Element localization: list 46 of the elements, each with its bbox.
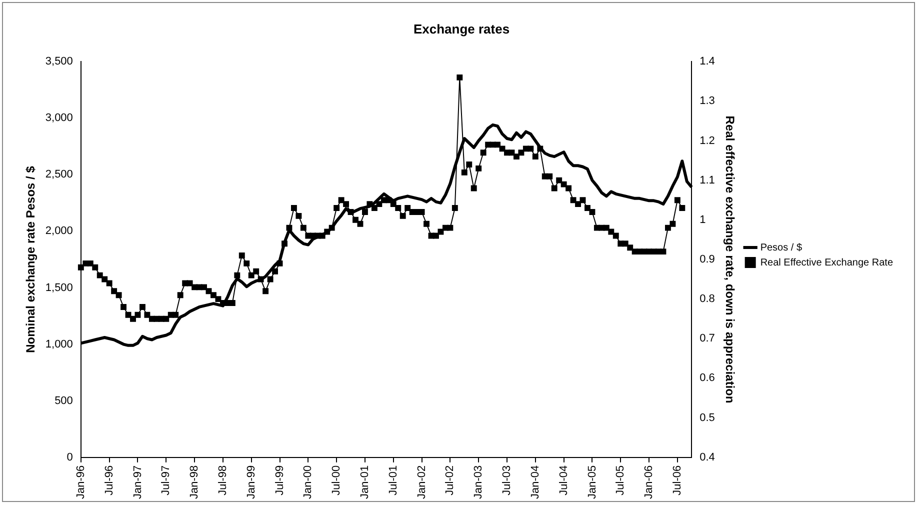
y2-tick-label: 0.6: [700, 372, 715, 384]
x-tick-label: Jan-00: [302, 465, 314, 500]
y-tick-label: 0: [66, 451, 73, 464]
y-tick-label: 3,500: [45, 56, 73, 68]
y-tick-label: 2,500: [45, 168, 73, 181]
x-tick-label: Jul-99: [274, 465, 286, 496]
y2-tick-label: 1.3: [700, 95, 715, 108]
y2-tick-label: 0.9: [700, 254, 715, 266]
y2-tick-label: 0.4: [700, 451, 715, 464]
x-tick-label: Jan-99: [245, 465, 258, 500]
y-tick-label: 2,000: [45, 225, 73, 238]
y2-tick-label: 0.8: [700, 293, 715, 306]
y-axis-title: Nominal exchange rate Pesos / $: [24, 166, 38, 353]
y2-tick-label: 1: [700, 214, 706, 226]
x-tick-label: Jul-05: [614, 465, 627, 496]
x-tick-label: Jul-04: [558, 465, 570, 496]
y2-axis-title: Real effective exchange rate, down is appreciation: [722, 116, 737, 404]
x-tick-label: Jul-03: [501, 465, 514, 496]
x-tick-label: Jan-04: [529, 465, 542, 500]
y2-tick-label: 1.4: [700, 56, 715, 68]
x-tick-label: Jan-02: [416, 465, 428, 500]
y2-tick-label: 0.5: [700, 412, 715, 424]
x-tick-label: Jan-01: [359, 465, 372, 500]
y2-tick-label: 1.1: [700, 174, 715, 186]
legend-label: Pesos / $: [760, 242, 802, 254]
x-tick-label: Jan-06: [643, 465, 656, 500]
y-tick-label: 3,000: [45, 112, 73, 124]
y-tick-label: 1,000: [45, 338, 73, 350]
x-tick-label: Jul-01: [387, 465, 400, 496]
legend-label: Real Effective Exchange Rate: [760, 257, 894, 268]
x-tick-label: Jan-05: [586, 465, 598, 500]
y2-tick-label: 1.2: [700, 134, 715, 147]
y-tick-label: 500: [54, 394, 73, 407]
x-tick-label: Jul-98: [216, 465, 229, 496]
x-tick-label: Jul-96: [103, 465, 116, 496]
x-tick-label: Jan-03: [472, 465, 485, 500]
y-tick-label: 1,500: [45, 282, 73, 294]
x-tick-label: Jan-97: [132, 465, 144, 500]
chart-title: Exchange rates: [413, 21, 510, 36]
x-tick-label: Jul-00: [330, 465, 343, 496]
x-tick-label: Jan-98: [188, 465, 201, 500]
x-tick-label: Jul-02: [444, 465, 456, 496]
x-tick-label: Jul-06: [671, 465, 684, 496]
x-tick-label: Jul-97: [160, 465, 172, 496]
y2-tick-label: 0.7: [700, 332, 715, 345]
x-tick-label: Jan-96: [74, 465, 87, 500]
